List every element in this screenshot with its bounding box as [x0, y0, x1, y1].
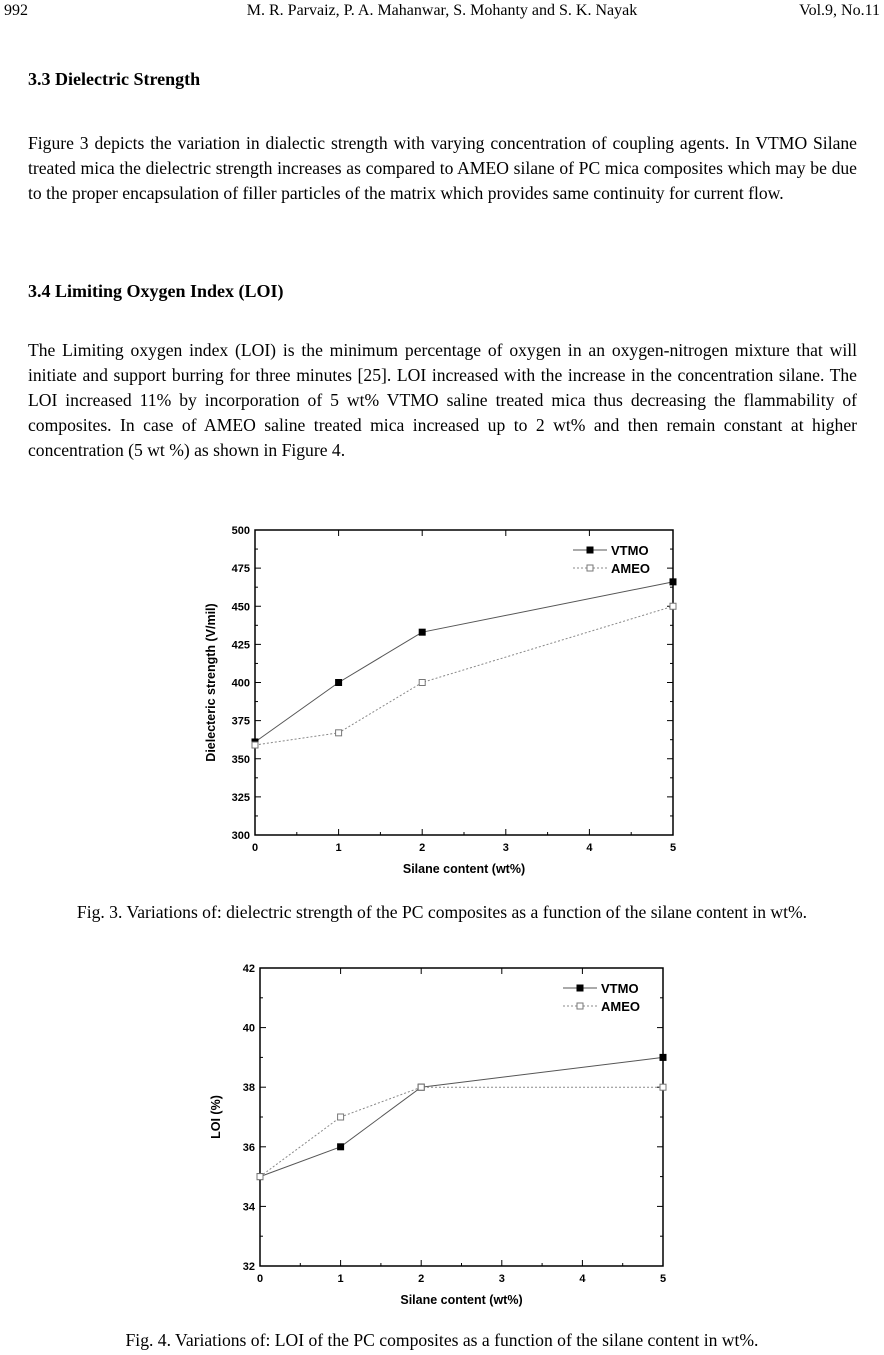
y-tick-label: 32 — [243, 1261, 255, 1273]
x-tick-label: 0 — [257, 1273, 263, 1285]
y-tick-label: 375 — [232, 716, 250, 728]
series-line-vtmo — [259, 1056, 664, 1178]
data-point-ameo — [337, 1113, 345, 1121]
legend-marker — [576, 1002, 584, 1010]
y-tick-label: 300 — [232, 830, 250, 842]
x-tick-label: 2 — [418, 1273, 424, 1285]
y-tick-label: 40 — [243, 1023, 255, 1035]
data-point-vtmo — [337, 1143, 345, 1151]
data-point-ameo — [418, 679, 426, 686]
data-point-vtmo — [659, 1053, 667, 1061]
legend-label: VTMO — [611, 543, 649, 558]
x-tick-label: 5 — [660, 1273, 666, 1285]
y-tick-label: 425 — [232, 639, 250, 651]
x-tick-label: 5 — [670, 842, 676, 854]
data-point-ameo — [659, 1083, 667, 1091]
data-point-ameo — [669, 602, 677, 610]
figure-3-caption: Fig. 3. Variations of: dielectric streng… — [76, 902, 808, 922]
legend-label: AMEO — [601, 999, 640, 1014]
legend-label: AMEO — [611, 561, 650, 576]
data-point-vtmo — [669, 578, 677, 586]
y-axis-label: Dielecteric strength (V/mil) — [204, 603, 218, 761]
y-tick-label: 36 — [243, 1142, 255, 1154]
running-header-authors: M. R. Parvaiz, P. A. Mahanwar, S. Mohant… — [246, 2, 638, 19]
x-tick-label: 1 — [336, 842, 342, 854]
running-header-volume: Vol.9, No.11 — [799, 2, 880, 19]
legend-marker — [586, 546, 594, 554]
series-line-ameo — [259, 1086, 663, 1178]
data-point-ameo — [251, 741, 259, 749]
y-tick-label: 400 — [232, 678, 250, 690]
y-tick-label: 450 — [232, 601, 250, 613]
x-tick-label: 3 — [499, 1273, 505, 1285]
x-axis-label: Silane content (wt%) — [400, 1293, 522, 1307]
y-axis-label: LOI (%) — [209, 1095, 223, 1139]
x-tick-label: 2 — [419, 842, 425, 854]
y-tick-label: 325 — [232, 792, 250, 804]
data-point-ameo — [417, 1083, 425, 1091]
y-tick-label: 38 — [243, 1082, 255, 1094]
figure-4-caption: Fig. 4. Variations of: LOI of the PC com… — [125, 1330, 759, 1350]
data-point-vtmo — [418, 628, 426, 636]
series-line-vtmo — [254, 581, 674, 743]
data-point-ameo — [256, 1173, 264, 1181]
x-tick-label: 1 — [338, 1273, 344, 1285]
section-heading: 3.3 Dielectric Strength — [28, 69, 201, 89]
y-tick-label: 42 — [243, 963, 255, 975]
legend-marker — [576, 984, 584, 992]
x-tick-label: 0 — [252, 842, 258, 854]
data-point-ameo — [335, 729, 343, 737]
figure-3-chart: 0 1 2 3 4 5 300 325 350 375 400 425 450 475 500 Silane … — [204, 525, 677, 876]
series-line-ameo — [254, 605, 674, 746]
legend-marker — [586, 564, 594, 572]
x-tick-label: 4 — [579, 1273, 586, 1285]
x-axis-label: Silane content (wt%) — [403, 862, 525, 876]
data-point-vtmo — [335, 679, 343, 686]
x-tick-label: 4 — [586, 842, 593, 854]
x-tick-label: 3 — [503, 842, 509, 854]
y-tick-label: 475 — [232, 563, 250, 575]
legend-label: VTMO — [601, 981, 639, 996]
section-paragraph: Figure 3 depicts the variation in dialec… — [28, 133, 857, 203]
y-tick-label: 500 — [232, 525, 250, 537]
y-tick-label: 350 — [232, 754, 250, 766]
page-number: 992 — [4, 2, 28, 19]
section-paragraph: The Limiting oxygen index (LOI) is the m… — [28, 340, 857, 460]
section-heading: 3.4 Limiting Oxygen Index (LOI) — [28, 281, 284, 301]
y-tick-label: 34 — [243, 1201, 256, 1213]
